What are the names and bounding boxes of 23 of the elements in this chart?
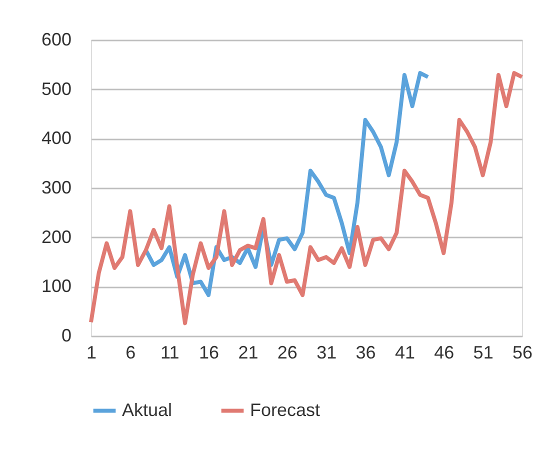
x-tick-label: 46 xyxy=(434,342,454,362)
y-tick-label: 200 xyxy=(41,226,72,247)
x-tick-label: 6 xyxy=(126,342,136,362)
x-tick-label: 16 xyxy=(199,342,220,362)
x-tick-label: 31 xyxy=(316,342,337,362)
x-tick-label: 41 xyxy=(394,342,415,362)
x-tick-label: 51 xyxy=(473,342,494,362)
x-tick-label: 26 xyxy=(277,342,298,362)
y-tick-label: 100 xyxy=(41,276,72,296)
y-tick-label: 400 xyxy=(41,128,72,148)
line-series xyxy=(89,71,524,326)
line-series xyxy=(144,71,430,298)
legend-label: Aktual xyxy=(122,400,172,420)
x-tick-label: 36 xyxy=(356,342,376,362)
y-tick-label: 600 xyxy=(41,30,72,50)
x-tick-label: 11 xyxy=(160,342,180,362)
y-tick-label: 500 xyxy=(41,78,72,99)
y-tick-label: 300 xyxy=(41,178,72,198)
x-tick-label: 21 xyxy=(238,342,258,362)
x-tick-label: 56 xyxy=(512,342,533,362)
x-tick-label: 1 xyxy=(86,342,97,362)
y-tick-label: 0 xyxy=(61,326,72,346)
legend-label: Forecast xyxy=(250,400,320,420)
